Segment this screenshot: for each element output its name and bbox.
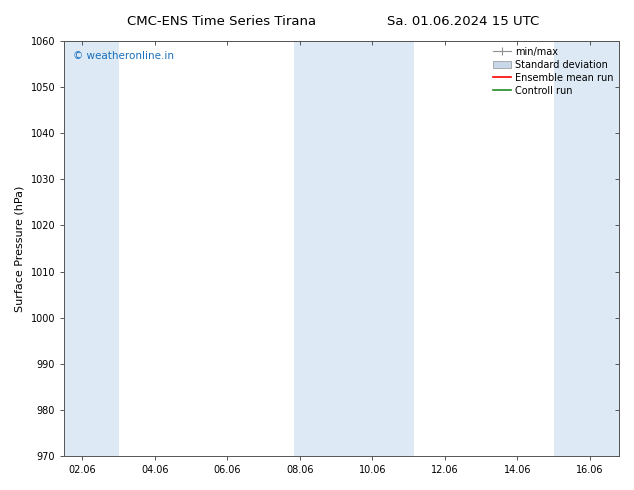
Legend: min/max, Standard deviation, Ensemble mean run, Controll run: min/max, Standard deviation, Ensemble me… <box>489 43 617 99</box>
Y-axis label: Surface Pressure (hPa): Surface Pressure (hPa) <box>15 185 25 312</box>
Text: Sa. 01.06.2024 15 UTC: Sa. 01.06.2024 15 UTC <box>387 15 539 28</box>
Text: CMC-ENS Time Series Tirana: CMC-ENS Time Series Tirana <box>127 15 316 28</box>
Bar <box>64 41 119 456</box>
Bar <box>294 41 414 456</box>
Bar <box>553 41 619 456</box>
Text: © weatheronline.in: © weatheronline.in <box>72 51 174 61</box>
